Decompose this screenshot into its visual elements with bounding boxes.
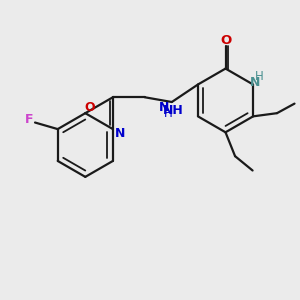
Text: O: O	[84, 101, 94, 114]
Text: N: N	[159, 100, 169, 113]
Text: O: O	[220, 34, 231, 47]
Text: H: H	[255, 70, 263, 83]
Text: N: N	[115, 127, 125, 140]
Text: NH: NH	[162, 104, 183, 118]
Text: H: H	[164, 107, 172, 121]
Text: N: N	[250, 76, 260, 89]
Text: F: F	[25, 113, 33, 126]
